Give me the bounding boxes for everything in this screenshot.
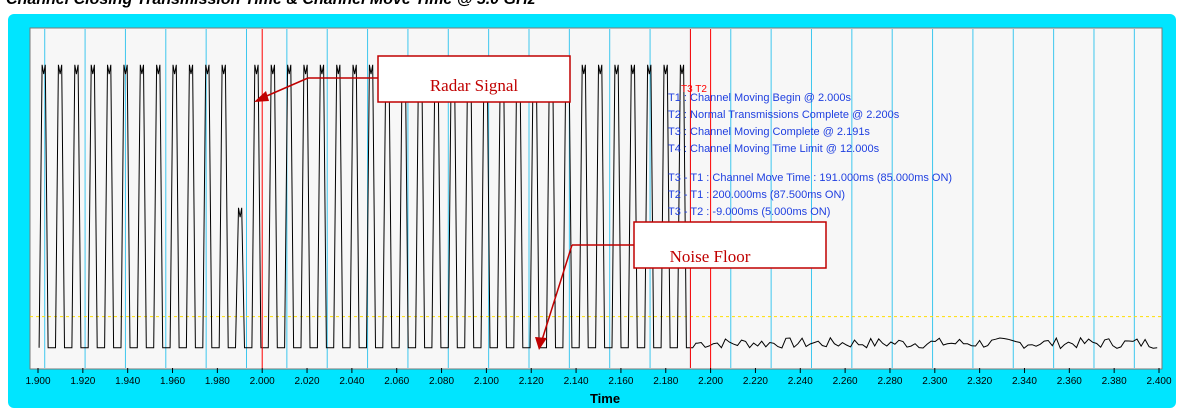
annotation-line-5: T2 - T1 : 200.000ms (87.500ms ON) (668, 189, 845, 201)
x-tick-label-3: 1.960 (160, 376, 185, 387)
callout-leader-radar-b (261, 77, 309, 99)
x-tick-label-18: 2.260 (833, 376, 858, 387)
callout-label-noise: Noise Floor (670, 247, 751, 266)
callout-leader-noise-b (541, 244, 573, 341)
callout-arrowhead-noise (535, 337, 547, 350)
x-tick-label-16: 2.220 (743, 376, 768, 387)
x-tick-label-17: 2.240 (788, 376, 813, 387)
x-tick-label-25: 2.400 (1146, 376, 1171, 387)
callout-box-radar (377, 55, 571, 103)
x-tick-label-24: 2.380 (1102, 376, 1127, 387)
x-tick-label-9: 2.080 (429, 376, 454, 387)
x-tick-label-22: 2.340 (1012, 376, 1037, 387)
annotation-line-2: T3 : Channel Moving Complete @ 2.191s (668, 126, 870, 138)
x-tick-label-19: 2.280 (877, 376, 902, 387)
annotation-line-1: T2 : Normal Transmissions Complete @ 2.2… (668, 109, 900, 121)
x-tick-label-23: 2.360 (1057, 376, 1082, 387)
x-tick-label-2: 1.940 (115, 376, 140, 387)
x-tick-label-7: 2.040 (339, 376, 364, 387)
annotation-line-6: T3 - T2 : -9.000ms (5.000ms ON) (668, 206, 830, 218)
x-tick-label-20: 2.300 (922, 376, 947, 387)
marker-label-t3-t2: T3 T2 (681, 84, 707, 95)
x-tick-label-0: 1.900 (25, 376, 50, 387)
annotation-line-3: T4 : Channel Moving Time Limit @ 12.000s (668, 143, 880, 155)
x-tick-label-13: 2.160 (608, 376, 633, 387)
callout-arrowhead-radar (254, 91, 269, 102)
x-tick-label-5: 2.000 (250, 376, 275, 387)
x-tick-label-14: 2.180 (653, 376, 678, 387)
x-tick-label-8: 2.060 (384, 376, 409, 387)
annotation-line-0: T1 : Channel Moving Begin @ 2.000s (668, 92, 851, 104)
x-tick-label-1: 1.920 (70, 376, 95, 387)
x-tick-label-15: 2.200 (698, 376, 723, 387)
x-tick-label-6: 2.020 (295, 376, 320, 387)
annotation-line-4: T3 - T1 : Channel Move Time : 191.000ms … (668, 172, 952, 184)
x-tick-label-4: 1.980 (205, 376, 230, 387)
x-axis-label: Time (590, 391, 620, 406)
x-tick-label-12: 2.140 (564, 376, 589, 387)
x-tick-label-21: 2.320 (967, 376, 992, 387)
x-tick-label-10: 2.100 (474, 376, 499, 387)
chart-title: Channel Closing Transmission Time & Chan… (6, 0, 536, 11)
callout-label-radar: Radar Signal (430, 76, 519, 95)
callout-box-noise (633, 221, 827, 269)
x-tick-label-11: 2.120 (519, 376, 544, 387)
